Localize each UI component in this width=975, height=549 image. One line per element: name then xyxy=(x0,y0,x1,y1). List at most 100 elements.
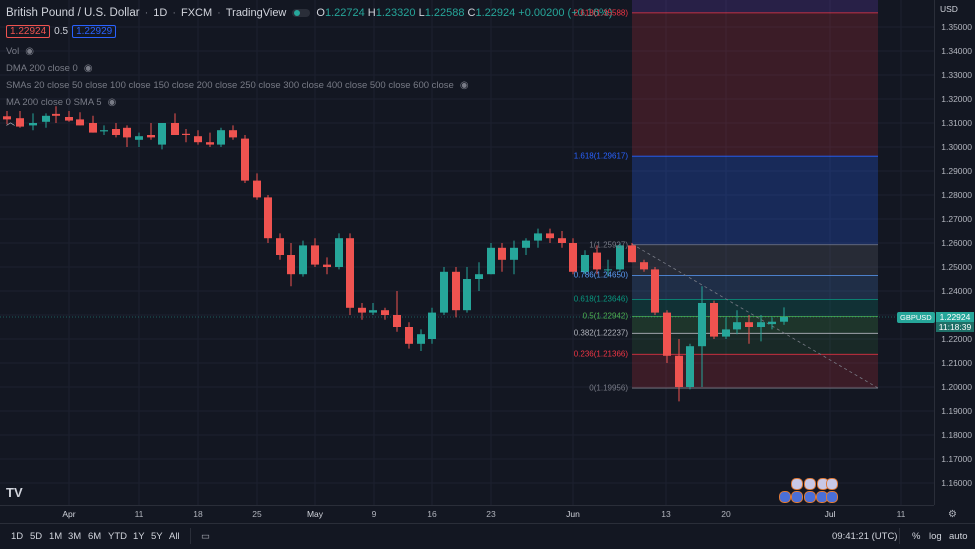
candle xyxy=(206,132,214,147)
range-5d[interactable]: 5D xyxy=(30,531,43,542)
candle xyxy=(534,228,542,248)
candle xyxy=(112,123,120,138)
settings-icon[interactable]: ⚙ xyxy=(948,509,957,520)
fib-level-label: 0.236(1.21366) xyxy=(573,349,628,359)
buy-price-button[interactable]: 1.22929 xyxy=(72,25,117,38)
bar-countdown: 11:18:39 xyxy=(936,322,974,332)
price-tick-label: 1.27000 xyxy=(941,214,972,224)
candle xyxy=(253,173,261,200)
fib-zone xyxy=(632,244,878,276)
candle xyxy=(171,113,179,135)
price-tick-label: 1.34000 xyxy=(941,46,972,56)
candle xyxy=(487,243,495,275)
fib-level-label: 0.786(1.24650) xyxy=(573,270,628,280)
sell-price-button[interactable]: 1.22924 xyxy=(6,25,51,38)
us-flag-icon[interactable] xyxy=(804,491,816,503)
currency-label[interactable]: USD xyxy=(940,4,958,14)
range-5y[interactable]: 5Y xyxy=(151,531,163,542)
price-chart[interactable] xyxy=(0,0,934,505)
candle xyxy=(42,113,50,128)
candle xyxy=(241,135,249,183)
fib-zone xyxy=(632,0,878,13)
candle xyxy=(299,240,307,277)
candle xyxy=(604,259,612,277)
candle xyxy=(440,267,448,315)
candle xyxy=(616,243,624,272)
candle xyxy=(757,315,765,342)
candle xyxy=(311,238,319,267)
candle xyxy=(452,267,460,318)
price-tick-label: 1.25000 xyxy=(941,262,972,272)
candle xyxy=(463,267,471,313)
exchange-label: FXCM xyxy=(181,6,213,19)
candle xyxy=(229,125,237,140)
range-all[interactable]: All xyxy=(169,531,180,542)
fib-level-label: 1(1.25927) xyxy=(589,240,628,250)
price-tick-label: 1.24000 xyxy=(941,286,972,296)
eye-icon[interactable]: ◉ xyxy=(459,80,469,91)
eye-icon[interactable]: ◉ xyxy=(107,97,117,108)
percent-toggle[interactable]: % xyxy=(912,531,921,542)
candle xyxy=(16,111,24,128)
price-tick-label: 1.21000 xyxy=(941,358,972,368)
fib-level-label: 0.618(1.23646) xyxy=(573,294,628,304)
candle xyxy=(405,322,413,349)
candle xyxy=(217,127,225,147)
candle xyxy=(276,233,284,260)
range-3m[interactable]: 3M xyxy=(68,531,82,542)
indicator-smas[interactable]: SMAs 20 close 50 close 100 close 150 clo… xyxy=(6,80,469,91)
goto-date-icon[interactable]: ▭ xyxy=(201,531,210,542)
us-flag-icon[interactable] xyxy=(791,491,803,503)
collapse-legend-icon[interactable]: ︿ xyxy=(6,116,16,127)
candle xyxy=(323,257,331,275)
range-ytd[interactable]: YTD xyxy=(108,531,127,542)
range-1d[interactable]: 1D xyxy=(11,531,24,542)
provider-label: TradingView xyxy=(225,6,287,19)
time-tick-label: Jun xyxy=(566,509,580,519)
bottom-toolbar: 1D 5D 1M 3M 6M YTD 1Y 5Y All ▭ 09:41:21 … xyxy=(0,523,975,549)
candle xyxy=(558,231,566,248)
price-tick-label: 1.26000 xyxy=(941,238,972,248)
uk-flag-icon[interactable] xyxy=(791,478,803,490)
eye-icon[interactable]: ◉ xyxy=(25,46,34,57)
log-toggle[interactable]: log xyxy=(929,531,942,542)
uk-flag-icon[interactable] xyxy=(826,478,838,490)
us-flag-icon[interactable] xyxy=(826,491,838,503)
time-axis[interactable]: Apr 11 18 25 May 9 16 23 Jun 13 20 Jul 11 xyxy=(0,505,934,524)
range-1y[interactable]: 1Y xyxy=(133,531,145,542)
candle xyxy=(100,125,108,135)
interval-label[interactable]: 1D xyxy=(153,6,168,19)
candle xyxy=(89,115,97,133)
candle xyxy=(158,123,166,150)
symbol-title[interactable]: British Pound / U.S. Dollar xyxy=(6,6,140,19)
eye-icon[interactable]: ◉ xyxy=(83,63,93,74)
range-1m[interactable]: 1M xyxy=(49,531,63,542)
auto-toggle[interactable]: auto xyxy=(949,531,968,542)
candle xyxy=(147,123,155,140)
price-tick-label: 1.16000 xyxy=(941,478,972,488)
range-6m[interactable]: 6M xyxy=(88,531,102,542)
price-axis[interactable]: 1.35000 1.34000 1.33000 1.32000 1.31000 1.300… xyxy=(934,0,975,505)
uk-flag-icon[interactable] xyxy=(804,478,816,490)
indicator-dma[interactable]: DMA 200 close 0 ◉ xyxy=(6,63,93,74)
spread-value: 0.5 xyxy=(54,26,69,37)
candle xyxy=(722,317,730,339)
fib-zone xyxy=(632,156,878,245)
us-flag-icon[interactable] xyxy=(779,491,791,503)
time-tick-label: May xyxy=(306,509,324,519)
candle xyxy=(733,310,741,335)
market-status-toggle[interactable] xyxy=(292,8,311,17)
fib-level-label: 0.5(1.22942) xyxy=(582,311,628,321)
fib-zone xyxy=(632,316,878,334)
indicator-vol[interactable]: Vol ◉ xyxy=(6,46,34,57)
ohlc-values: O1.22724 H1.23320 L1.22588 C1.22924 +0.0… xyxy=(316,6,613,19)
price-tick-label: 1.30000 xyxy=(941,142,972,152)
price-tick-label: 1.35000 xyxy=(941,22,972,32)
tradingview-logo-icon[interactable]: TV xyxy=(6,485,23,500)
fib-zone xyxy=(632,275,878,300)
time-tick-label: 11 xyxy=(134,509,144,519)
indicator-ma[interactable]: MA 200 close 0 SMA 5 ◉ xyxy=(6,97,117,108)
clock-time[interactable]: 09:41:21 (UTC) xyxy=(832,531,898,542)
candle xyxy=(768,317,776,330)
candle xyxy=(651,267,659,315)
